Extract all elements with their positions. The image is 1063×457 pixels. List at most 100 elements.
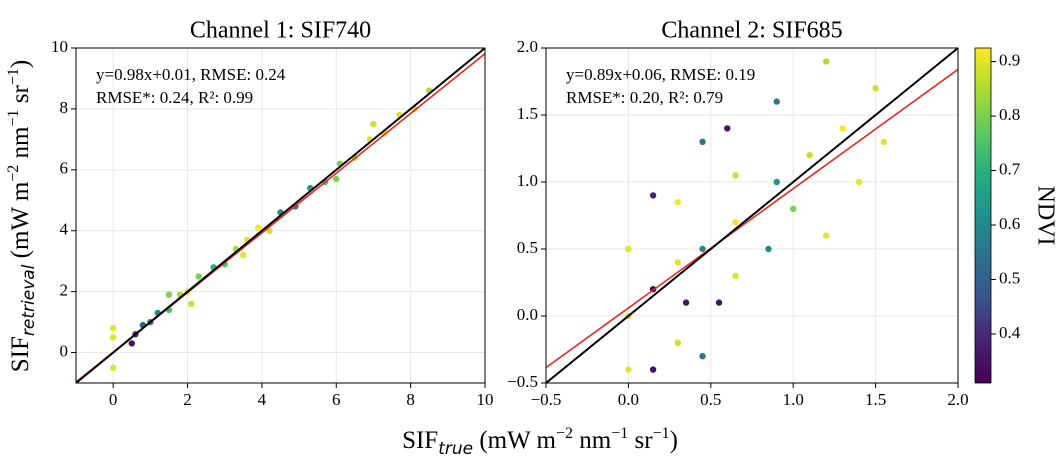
label-part: −1 [653, 425, 670, 442]
point [773, 98, 780, 105]
label-part: nm [573, 427, 612, 454]
colorbar-tick-label: 0.9 [999, 51, 1020, 70]
point [872, 85, 879, 92]
point [370, 120, 377, 128]
y-tick-label: 1.5 [517, 104, 538, 123]
point [682, 299, 690, 306]
label-part: −1 [5, 68, 22, 85]
y-tick-label: 4 [60, 220, 69, 239]
fit-line [546, 68, 958, 369]
point [715, 299, 723, 306]
label-part: −1 [611, 425, 628, 442]
point [773, 178, 780, 186]
label-part: ) [7, 60, 34, 68]
x-tick-label: 2.0 [947, 390, 968, 409]
label-part: −2 [5, 165, 22, 182]
plot-area [546, 48, 958, 383]
x-axis-label: SIFtrue (mW m−2 nm−1 sr−1) [402, 425, 678, 457]
x-tick-label: 4 [258, 390, 267, 409]
x-tick-label: 6 [332, 390, 341, 409]
colorbar-tick-label: 0.7 [999, 159, 1021, 178]
point [822, 58, 830, 65]
axes-frame [75, 47, 486, 384]
point [649, 366, 657, 373]
chart-title: Channel 1: SIF740 [190, 18, 371, 44]
y-tick-label: 0 [60, 341, 69, 360]
point [765, 245, 772, 253]
annotation: y=0.89x+0.06, RMSE: 0.19 [566, 65, 755, 84]
label-part: sr [7, 84, 34, 109]
point [822, 232, 830, 239]
point [674, 198, 682, 206]
point [806, 152, 813, 159]
colorbar-tick-label: 0.8 [999, 105, 1020, 124]
y-tick-label: 2.0 [517, 37, 538, 56]
x-tick-label: −0.5 [531, 390, 562, 409]
x-tick-label: 10 [477, 390, 494, 409]
annotation: RMSE*: 0.24, R²: 0.99 [96, 88, 253, 107]
point [625, 366, 632, 373]
colorbar-tick-label: 0.4 [999, 323, 1021, 342]
point [128, 340, 135, 347]
x-tick-label: 0 [109, 390, 118, 409]
point [188, 300, 195, 308]
point [649, 192, 657, 199]
label-part: ) [670, 427, 678, 454]
point [839, 125, 846, 132]
y-tick-label: 1.0 [517, 171, 538, 190]
label-part: SIF [7, 336, 34, 372]
y-tick-label: 10 [51, 37, 68, 56]
plot-area [76, 48, 485, 383]
point [855, 178, 863, 186]
x-tick-label: 1.0 [783, 390, 804, 409]
label-part: (mW m [7, 181, 34, 264]
x-tick-label: 2 [183, 390, 192, 409]
x-tick-label: 0.0 [618, 390, 639, 409]
axes-frame [545, 47, 959, 384]
point [109, 324, 117, 332]
y-axis-label: SIFretrieval (mW m−2 nm−1 sr−1) [5, 60, 39, 372]
annotation: y=0.98x+0.01, RMSE: 0.24 [96, 65, 286, 84]
y-tick-label: 6 [60, 159, 69, 178]
label-part: retrieval [19, 264, 39, 336]
point [109, 334, 117, 341]
point [625, 245, 632, 253]
label-part: −1 [5, 109, 22, 126]
point [254, 224, 262, 231]
x-tick-label: 0.5 [700, 390, 721, 409]
point [724, 125, 731, 132]
y-tick-label: 8 [60, 98, 69, 117]
point [699, 138, 706, 145]
y-tick-label: 0.0 [517, 305, 538, 324]
point [699, 245, 706, 253]
colorbar-label: NDVI [1032, 186, 1058, 246]
y-tick-label: −0.5 [507, 372, 538, 391]
point [732, 272, 739, 279]
label-part: true [438, 439, 473, 457]
label-part: nm [7, 126, 34, 165]
point [195, 273, 202, 280]
x-tick-label: 8 [406, 390, 415, 409]
point [732, 172, 739, 179]
identity-line [546, 48, 958, 383]
colorbar [974, 47, 992, 384]
point [240, 251, 247, 259]
annotation: RMSE*: 0.20, R²: 0.79 [566, 88, 723, 107]
label-part: SIF [402, 427, 438, 454]
point [674, 339, 682, 346]
colorbar-tick-label: 0.6 [999, 214, 1020, 233]
colorbar-tick-label: 0.5 [999, 268, 1020, 287]
identity-line [76, 48, 485, 383]
label-part: −2 [556, 425, 573, 442]
point [699, 353, 706, 360]
label-part: sr [628, 427, 653, 454]
point [165, 291, 173, 298]
x-tick-label: 1.5 [865, 390, 886, 409]
y-tick-label: 0.5 [517, 238, 538, 257]
chart-title: Channel 2: SIF685 [661, 18, 842, 44]
point [674, 259, 682, 266]
point [790, 205, 797, 212]
point [333, 175, 340, 183]
y-tick-label: 2 [60, 281, 69, 300]
